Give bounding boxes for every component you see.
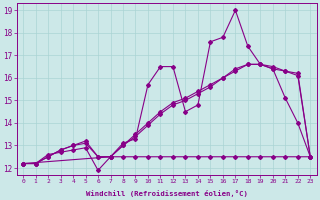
X-axis label: Windchill (Refroidissement éolien,°C): Windchill (Refroidissement éolien,°C)	[86, 190, 248, 197]
